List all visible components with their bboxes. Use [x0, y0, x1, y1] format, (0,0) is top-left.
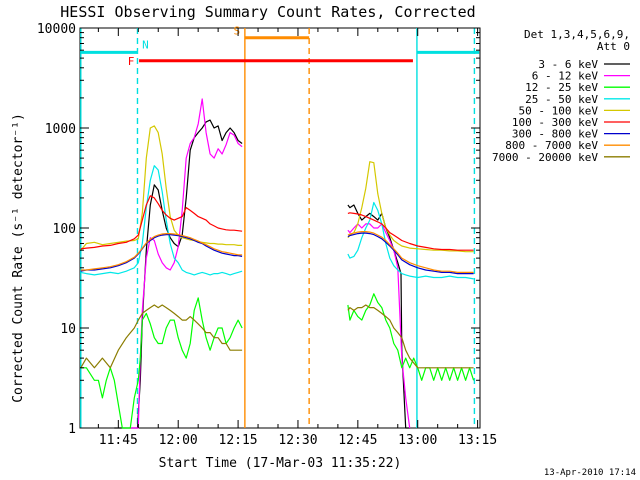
- legend-label-100-300-kev: 100 - 300 keV: [512, 116, 598, 129]
- series-800-7000-kev-segment-1: [80, 233, 243, 271]
- axes: 11:45 12:00 12:15 12:30 12:45 13:00 13:15 1 10 10…: [37, 22, 497, 448]
- legend-label-800-7000-kev: 800 - 7000 keV: [505, 139, 598, 152]
- series-6-12-kev-segment-2: [347, 223, 411, 429]
- series-7000-20000-kev-segment-1: [80, 304, 243, 369]
- legend-label-12-25-kev: 12 - 25 keV: [525, 81, 598, 94]
- bar-label-n: N: [142, 38, 149, 51]
- bar-label-f: F: [128, 55, 135, 68]
- y-tick-label-1: 1: [68, 422, 76, 437]
- x-tick-label-13-15: 13:15: [458, 433, 497, 448]
- legend-label-6-12-kev: 6 - 12 keV: [532, 70, 599, 83]
- series-100-300-kev-segment-2: [347, 212, 474, 251]
- y-tick-label-10000: 10000: [37, 22, 76, 37]
- series-25-50-kev: [80, 165, 474, 280]
- legend-label-50-100-kev: 50 - 100 keV: [519, 104, 599, 117]
- x-tick-label-12-00: 12:00: [159, 433, 198, 448]
- attenuator-bars: N S F: [80, 25, 480, 68]
- series-50-100-kev-segment-1: [80, 125, 243, 251]
- series-7000-20000-kev-segment-2: [347, 304, 474, 369]
- legend-label-300-800-kev: 300 - 800 keV: [512, 128, 598, 141]
- series-25-50-kev-segment-1: [80, 165, 243, 276]
- series-25-50-kev-segment-2: [347, 201, 474, 280]
- bar-label-s: S: [234, 25, 241, 38]
- y-tick-label-1000: 1000: [45, 122, 76, 137]
- series-300-800-kev-segment-2: [347, 232, 474, 275]
- x-tick-label-12-15: 12:15: [219, 433, 258, 448]
- series-50-100-kev: [80, 125, 474, 253]
- series-3-6-kev: [114, 119, 410, 429]
- x-axis-label: Start Time (17-Mar-03 11:35:22): [159, 456, 402, 471]
- series-lines: [80, 98, 475, 429]
- series-300-800-kev: [80, 232, 474, 275]
- series-6-12-kev: [130, 98, 411, 429]
- legend-header-line-2: Att 0: [597, 40, 630, 53]
- legend-label-25-50-kev: 25 - 50 keV: [525, 93, 598, 106]
- footer-timestamp: 13-Apr-2010 17:14: [544, 468, 636, 478]
- series-12-25-kev-segment-1: [80, 297, 243, 429]
- series-12-25-kev-segment-2: [347, 293, 475, 381]
- x-tick-label-12-30: 12:30: [278, 433, 317, 448]
- series-100-300-kev: [80, 195, 474, 251]
- series-7000-20000-kev: [80, 304, 474, 369]
- chart-title: HESSI Observing Summary Count Rates, Cor…: [60, 3, 475, 21]
- series-12-25-kev: [80, 293, 475, 429]
- series-800-7000-kev-segment-2: [347, 231, 474, 273]
- y-tick-label-100: 100: [53, 222, 76, 237]
- y-tick-label-10: 10: [60, 322, 76, 337]
- legend-header-line-1: Det 1,3,4,5,6,9,: [524, 28, 630, 41]
- series-100-300-kev-segment-1: [80, 195, 243, 250]
- series-300-800-kev-segment-1: [80, 234, 243, 272]
- legend-label-7000-20000-kev: 7000 - 20000 keV: [492, 151, 598, 164]
- x-tick-label-11-45: 11:45: [99, 433, 138, 448]
- series-3-6-kev-segment-1: [114, 119, 243, 429]
- y-axis-label: Corrected Count Rate (s⁻¹ detector⁻¹): [11, 113, 26, 403]
- x-tick-label-12-45: 12:45: [338, 433, 377, 448]
- legend-label-3-6-kev: 3 - 6 keV: [538, 58, 598, 71]
- series-6-12-kev-segment-1: [130, 98, 243, 429]
- x-tick-label-13-00: 13:00: [398, 433, 437, 448]
- series-800-7000-kev: [80, 231, 474, 273]
- series-50-100-kev-segment-2: [347, 161, 474, 253]
